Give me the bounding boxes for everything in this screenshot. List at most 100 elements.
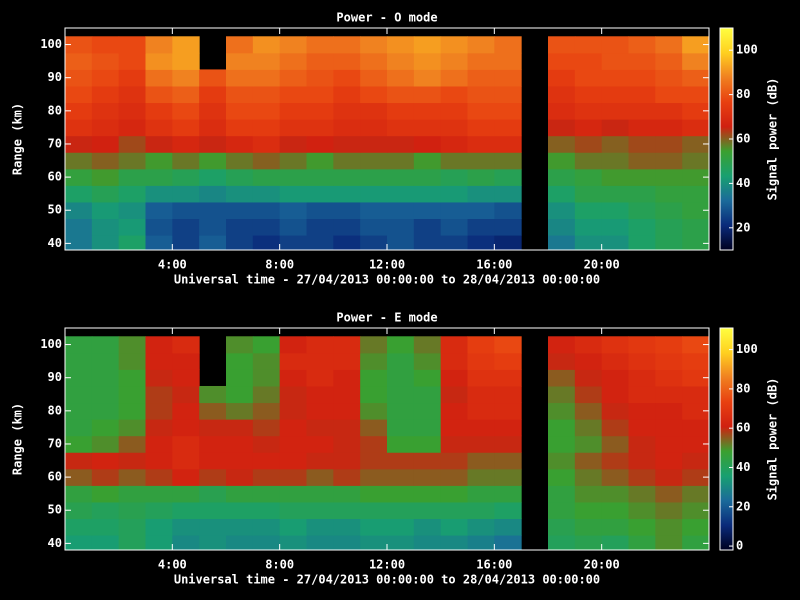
y-tick-label: 80	[48, 403, 62, 417]
heatmap-cell	[279, 369, 307, 387]
heatmap-cell	[628, 119, 656, 137]
heatmap-cell	[360, 235, 388, 250]
heatmap-cell	[172, 352, 200, 370]
heatmap-cell	[226, 36, 254, 54]
heatmap-cell	[682, 119, 709, 137]
heatmap-cell	[467, 419, 495, 437]
colorbar-label: Signal power (dB)	[766, 378, 780, 501]
heatmap-cell	[226, 535, 254, 550]
heatmap-cell	[655, 535, 683, 550]
heatmap-cell	[601, 235, 629, 250]
heatmap-cell	[199, 185, 227, 203]
heatmap-cell	[655, 36, 683, 54]
heatmap-cell	[118, 235, 146, 250]
heatmap-cell	[118, 85, 146, 104]
heatmap-cell	[682, 518, 709, 536]
heatmap-cell	[118, 468, 146, 486]
heatmap-cell	[548, 235, 576, 250]
heatmap-cell	[360, 135, 388, 153]
heatmap-cell	[252, 152, 281, 170]
heatmap-cell	[413, 85, 442, 104]
heatmap-cell	[91, 85, 120, 104]
heatmap-cell	[440, 201, 468, 220]
heatmap-cell	[360, 535, 388, 550]
heatmap-cell	[199, 535, 227, 550]
heatmap-cell	[601, 385, 629, 404]
heatmap-cell	[655, 152, 683, 170]
heatmap-cell	[360, 385, 388, 404]
heatmap-cell	[172, 135, 200, 153]
heatmap-cell	[226, 119, 254, 137]
heatmap-cell	[145, 336, 173, 354]
heatmap-cell	[574, 385, 603, 404]
heatmap-cell	[494, 36, 522, 54]
heatmap-cell	[279, 168, 307, 186]
heatmap-cell	[494, 385, 522, 404]
heatmap-cell	[172, 52, 200, 70]
heatmap-cell	[118, 52, 146, 70]
y-tick-label: 70	[48, 436, 62, 450]
heatmap-cell	[252, 218, 281, 236]
heatmap-cell	[252, 535, 281, 550]
heatmap-cell	[574, 485, 603, 503]
heatmap-cell	[387, 102, 415, 120]
heatmap-cell	[145, 402, 173, 420]
heatmap-cell	[145, 235, 173, 250]
heatmap-cell	[172, 435, 200, 453]
heatmap-cell	[655, 402, 683, 420]
heatmap-cell	[279, 135, 307, 153]
heatmap-cell	[682, 135, 709, 153]
heatmap-cell	[65, 152, 93, 170]
heatmap-cell	[440, 485, 468, 503]
heatmap-cell	[440, 69, 468, 87]
heatmap-cell	[199, 402, 227, 420]
heatmap-cell	[494, 235, 522, 250]
heatmap-cell	[601, 336, 629, 354]
heatmap-cell	[145, 185, 173, 203]
heatmap-cell	[360, 369, 388, 387]
y-tick-label: 40	[48, 236, 62, 250]
heatmap-cell	[252, 385, 281, 404]
heatmap-cell	[413, 435, 442, 453]
heatmap-cell	[118, 535, 146, 550]
heatmap-cell	[440, 452, 468, 470]
heatmap-cell	[279, 518, 307, 536]
y-tick-label: 60	[48, 170, 62, 184]
heatmap-cell	[628, 185, 656, 203]
heatmap-cell	[360, 36, 388, 54]
heatmap-cell	[226, 102, 254, 120]
heatmap-cell	[145, 468, 173, 486]
heatmap-cell	[440, 135, 468, 153]
heatmap-cell	[333, 419, 361, 437]
heatmap-cell	[413, 419, 442, 437]
heatmap-cell	[199, 102, 227, 120]
heatmap-cell	[413, 468, 442, 486]
heatmap-cell	[252, 168, 281, 186]
heatmap-cell	[172, 218, 200, 236]
heatmap-cell	[306, 85, 334, 104]
colorbar-tick-label: 100	[736, 342, 758, 356]
heatmap-cell	[306, 218, 334, 236]
chart-title: Power - O mode	[336, 11, 437, 25]
heatmap-cell	[548, 152, 576, 170]
heatmap-cell	[655, 468, 683, 486]
heatmap-cell	[494, 102, 522, 120]
heatmap-cell	[494, 402, 522, 420]
heatmap-cell	[306, 452, 334, 470]
heatmap-cell	[279, 201, 307, 220]
heatmap-cell	[467, 218, 495, 236]
heatmap-cell	[65, 185, 93, 203]
y-axis-label: Range (km)	[11, 403, 25, 475]
heatmap-cell	[226, 201, 254, 220]
heatmap-cell	[333, 402, 361, 420]
heatmap-cell	[440, 336, 468, 354]
heatmap-cell	[655, 135, 683, 153]
heatmap-cell	[440, 385, 468, 404]
heatmap-cell	[360, 336, 388, 354]
heatmap-cell	[333, 168, 361, 186]
heatmap-cell	[252, 102, 281, 120]
heatmap-cell	[65, 102, 93, 120]
heatmap-cell	[91, 36, 120, 54]
heatmap-cell	[467, 336, 495, 354]
heatmap-cell	[628, 52, 656, 70]
